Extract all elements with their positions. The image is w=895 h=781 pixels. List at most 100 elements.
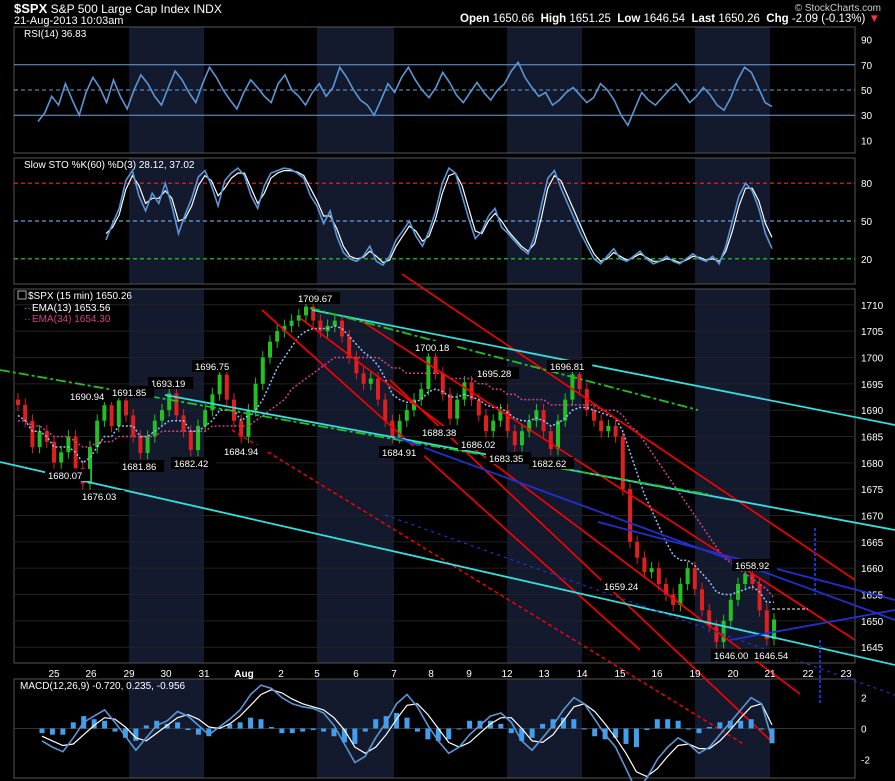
macd-histogram-bar <box>404 717 410 729</box>
macd-histogram-bar <box>738 720 744 729</box>
macd-histogram-bar <box>373 719 379 729</box>
price-candle <box>66 436 71 453</box>
price-candle <box>88 447 92 484</box>
quote-summary: Open 1650.66 High 1651.25 Low 1646.54 La… <box>460 13 880 25</box>
price-annotation-1658.92: 1658.92 <box>735 561 769 572</box>
x-tick-label-20: 20 <box>727 669 739 680</box>
blue-trendline-0 <box>394 436 895 621</box>
macd-histogram-bar <box>644 728 650 731</box>
price-annotation-1695.28: 1695.28 <box>477 369 511 380</box>
price-legend-box <box>17 290 27 300</box>
price-candle <box>772 619 776 640</box>
price-annotation-1680.07: 1680.07 <box>48 471 82 482</box>
price-annotation-box <box>192 360 238 372</box>
price-candle <box>260 357 265 384</box>
price-annotation-1688.38: 1688.38 <box>422 428 456 439</box>
price-annotation-1696.81: 1696.81 <box>550 362 584 373</box>
red-trendline-3 <box>401 273 856 581</box>
price-candle <box>318 320 323 332</box>
price-candle <box>52 441 56 463</box>
price-candle <box>556 420 560 450</box>
x-tick-label-21: 21 <box>764 669 776 680</box>
price-candle <box>181 415 186 432</box>
price-annotation-box <box>529 457 575 469</box>
price-tick-label-1670: 1670 <box>861 512 884 523</box>
price-candle <box>253 383 258 411</box>
price-candle <box>448 394 452 419</box>
price-annotation-box <box>295 292 341 304</box>
macd-histogram-bar <box>717 722 723 729</box>
x-tick-label-13: 13 <box>538 669 550 680</box>
price-candle <box>592 410 596 421</box>
price-candle <box>700 589 704 611</box>
price-candle <box>376 378 380 400</box>
price-annotation-box <box>67 390 113 402</box>
x-tick-label-31: 31 <box>198 669 210 680</box>
macd-histogram-bar <box>122 728 128 738</box>
price-candle <box>642 557 647 573</box>
open-value: 1650.66 <box>492 13 535 25</box>
blue-trendline-2 <box>729 609 895 641</box>
price-candle <box>102 405 107 421</box>
price-annotation-1709.67: 1709.67 <box>298 294 332 305</box>
high-label: High <box>540 13 567 25</box>
price-annotation-box <box>79 490 125 502</box>
session-shade-2-0 <box>129 289 204 663</box>
macd-histogram-bar <box>331 728 337 737</box>
chg-value: -2.09 (-0.13%) <box>791 13 866 25</box>
sto-tick-label-50: 50 <box>861 217 873 228</box>
price-annotation-box <box>171 457 217 469</box>
sto-legend: Slow STO %K(60) %D(3) 28.12, 37.02 <box>24 160 195 171</box>
price-candle <box>707 610 712 627</box>
macd-histogram-bar <box>748 719 754 729</box>
price-candle <box>570 374 575 400</box>
macd-histogram-bar <box>341 728 347 743</box>
price-candle <box>95 420 100 448</box>
open-label: Open <box>460 13 490 25</box>
price-candle <box>548 431 553 450</box>
macd-histogram-bar <box>550 719 556 729</box>
macd-histogram-bar <box>727 720 733 729</box>
green-trendline-1 <box>309 307 699 411</box>
macd-histogram-bar <box>613 728 619 738</box>
rsi-tick-label-30: 30 <box>861 111 873 122</box>
price-candle <box>505 410 510 432</box>
x-tick-label-14: 14 <box>576 669 588 680</box>
macd-histogram-bar <box>321 728 327 732</box>
price-candle <box>203 410 208 426</box>
price-tick-label-1685: 1685 <box>861 432 884 443</box>
macd-histogram-bar <box>446 728 452 740</box>
price-candle <box>30 420 35 448</box>
low-value: 1646.54 <box>643 13 686 25</box>
price-candle <box>728 599 733 621</box>
x-tick-label-2: 2 <box>278 669 284 680</box>
price-candle <box>224 374 229 400</box>
x-tick-label-8: 8 <box>428 669 434 680</box>
rsi-tick-label-10: 10 <box>861 136 873 147</box>
macd-histogram-bar <box>675 720 681 729</box>
price-tick-label-1690: 1690 <box>861 406 884 417</box>
price-tick-label-1680: 1680 <box>861 459 884 470</box>
copyright: © StockCharts.com <box>794 3 881 14</box>
price-candle <box>174 393 179 416</box>
macd-signal-line <box>41 689 773 778</box>
x-tick-label-30: 30 <box>160 669 172 680</box>
price-legend: $SPX (15 min) 1650.26 <box>28 291 132 302</box>
symbol: $SPX <box>14 1 48 16</box>
macd-histogram-bar <box>362 728 368 732</box>
macd-histogram-bar <box>467 720 473 729</box>
macd-histogram-bar <box>300 728 306 732</box>
last-value: 1650.26 <box>718 13 760 25</box>
price-annotation-1684.91: 1684.91 <box>382 448 416 459</box>
price-candle <box>498 410 503 421</box>
price-annotation-1690.94: 1690.94 <box>70 392 104 403</box>
macd-histogram-bar <box>508 728 514 734</box>
sto-tick-label-80: 80 <box>861 179 873 190</box>
price-annotation-1682.42: 1682.42 <box>174 459 208 470</box>
price-candle <box>188 431 193 451</box>
price-annotation-box <box>221 445 267 457</box>
price-candle <box>282 325 287 332</box>
ema13-line <box>17 325 775 604</box>
macd-histogram-bar <box>237 722 243 729</box>
x-tick-label-19: 19 <box>689 669 701 680</box>
